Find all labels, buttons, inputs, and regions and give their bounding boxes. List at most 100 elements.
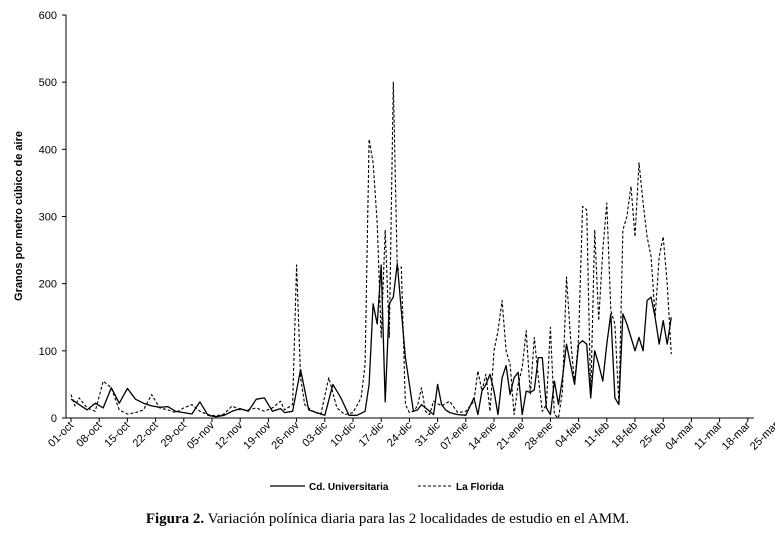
data-point: [490, 411, 491, 412]
data-point: [566, 277, 567, 278]
data-point: [651, 297, 652, 298]
data-point: [103, 381, 104, 382]
data-point: [224, 415, 225, 416]
data-point: [216, 416, 217, 417]
data-point: [397, 270, 398, 271]
x-axis-ticks: 01-oct08-oct15-oct22-oct29-oct05-nov12-n…: [46, 418, 775, 453]
data-point: [345, 414, 346, 415]
data-point: [312, 411, 313, 412]
data-point: [256, 408, 257, 409]
data-point: [135, 399, 136, 400]
data-point: [87, 410, 88, 411]
y-tick-label: 500: [39, 77, 57, 89]
data-point: [514, 377, 515, 378]
data-point: [502, 377, 503, 378]
data-point: [320, 414, 321, 415]
data-point: [369, 139, 370, 140]
y-axis-label: Granos por metro cúbico de aire: [13, 131, 25, 301]
data-point: [284, 412, 285, 413]
x-tick-label: 08-oct: [74, 420, 104, 450]
data-point: [449, 412, 450, 413]
data-point: [280, 408, 281, 409]
data-point: [498, 414, 499, 415]
data-point: [308, 410, 309, 411]
data-point: [341, 398, 342, 399]
data-point: [643, 203, 644, 204]
data-point: [272, 411, 273, 412]
data-point: [550, 327, 551, 328]
data-point: [437, 384, 438, 385]
x-tick-label: 12-nov: [213, 419, 246, 452]
data-point: [135, 412, 136, 413]
data-point: [522, 367, 523, 368]
data-point: [373, 303, 374, 304]
data-point: [409, 412, 410, 413]
data-point: [574, 384, 575, 385]
legend: Cd. Universitaria La Florida: [270, 482, 504, 493]
legend-label-la-florida: La Florida: [456, 482, 504, 493]
data-point: [457, 412, 458, 413]
x-tick-label: 04-mar: [663, 419, 696, 452]
data-point: [598, 320, 599, 321]
data-point: [224, 414, 225, 415]
x-tick-label: 28-ene: [523, 420, 556, 453]
data-point: [433, 414, 434, 415]
data-point: [482, 391, 483, 392]
data-point: [639, 337, 640, 338]
data-point: [518, 384, 519, 385]
data-point: [95, 411, 96, 412]
data-point: [659, 344, 660, 345]
data-point: [429, 414, 430, 415]
data-point: [554, 381, 555, 382]
y-tick-label: 400: [39, 144, 57, 156]
data-point: [385, 402, 386, 403]
data-point: [381, 265, 382, 266]
data-point: [663, 236, 664, 237]
data-point: [445, 410, 446, 411]
data-point: [365, 411, 366, 412]
data-point: [71, 394, 72, 395]
data-point: [353, 412, 354, 413]
data-point: [594, 230, 595, 231]
data-point: [417, 410, 418, 411]
data-point: [216, 416, 217, 417]
y-axis-ticks: 0 100 200 300 400 500 600: [39, 10, 66, 425]
data-point: [433, 401, 434, 402]
data-point: [566, 344, 567, 345]
data-point: [546, 404, 547, 405]
data-point: [534, 389, 535, 390]
data-point: [143, 403, 144, 404]
data-point: [606, 203, 607, 204]
data-point: [478, 414, 479, 415]
data-point: [570, 364, 571, 365]
x-tick-label: 17-dic: [357, 419, 387, 449]
data-point: [361, 398, 362, 399]
x-tick-label: 26-nov: [269, 419, 302, 452]
data-point: [526, 391, 527, 392]
data-point: [671, 317, 672, 318]
x-tick-label: 11-feb: [582, 420, 612, 450]
x-tick-label: 19-nov: [241, 419, 274, 452]
x-tick-label: 22-oct: [131, 420, 161, 450]
data-point: [200, 402, 201, 403]
data-point: [248, 411, 249, 412]
data-point: [465, 415, 466, 416]
data-point: [232, 406, 233, 407]
data-point: [610, 314, 611, 315]
data-point: [494, 350, 495, 351]
data-point: [558, 404, 559, 405]
data-point: [659, 256, 660, 257]
data-point: [393, 82, 394, 83]
x-tick-label: 05-nov: [185, 419, 218, 452]
data-point: [389, 337, 390, 338]
data-point: [667, 283, 668, 284]
data-point: [522, 414, 523, 415]
data-point: [615, 398, 616, 399]
data-point: [405, 357, 406, 358]
x-tick-label: 03-dic: [300, 419, 330, 449]
data-point: [401, 267, 402, 268]
x-tick-label: 10-dic: [328, 419, 358, 449]
data-point: [95, 403, 96, 404]
data-point: [401, 310, 402, 311]
x-tick-label: 24-dic: [385, 419, 415, 449]
